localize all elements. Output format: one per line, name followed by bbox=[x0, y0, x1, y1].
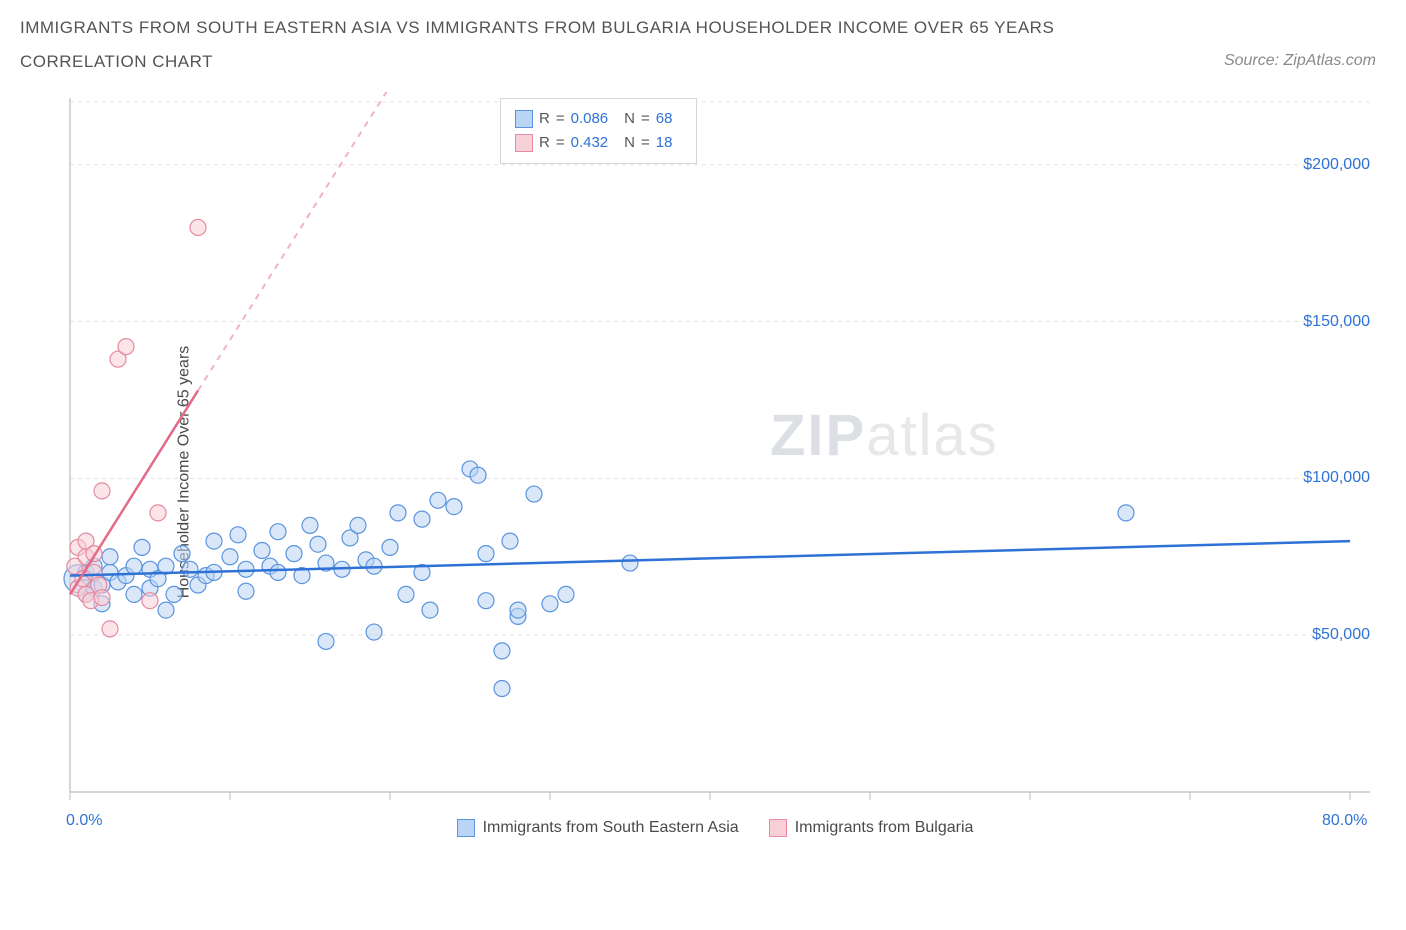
y-tick-label: $200,000 bbox=[1303, 156, 1370, 174]
n-label: N bbox=[624, 131, 635, 155]
legend-series-label: Immigrants from Bulgaria bbox=[795, 819, 974, 837]
legend-series-label: Immigrants from South Eastern Asia bbox=[483, 819, 739, 837]
legend-series-item: Immigrants from South Eastern Asia bbox=[457, 808, 739, 848]
legend-swatch bbox=[457, 819, 475, 837]
n-value: 18 bbox=[656, 131, 673, 155]
n-label: N bbox=[624, 107, 635, 131]
legend-series: Immigrants from South Eastern Asia Immigr… bbox=[50, 808, 1380, 848]
legend-stat-row: R=0.432N=18 bbox=[515, 131, 682, 155]
legend-swatch bbox=[515, 110, 533, 128]
y-tick-label: $50,000 bbox=[1312, 626, 1370, 644]
y-tick-label: $100,000 bbox=[1303, 469, 1370, 487]
source-label: Source: ZipAtlas.com bbox=[1224, 52, 1376, 70]
legend-stat-row: R=0.086N=68 bbox=[515, 107, 682, 131]
n-value: 68 bbox=[656, 107, 673, 131]
r-label: R bbox=[539, 107, 550, 131]
chart-subtitle: CORRELATION CHART bbox=[20, 52, 1054, 72]
chart-title: IMMIGRANTS FROM SOUTH EASTERN ASIA VS IM… bbox=[20, 18, 1054, 38]
y-tick-label: $150,000 bbox=[1303, 313, 1370, 331]
legend-stats: R=0.086N=68R=0.432N=18 bbox=[500, 98, 697, 164]
plot-area: Householder Income Over 65 years ZIPatla… bbox=[50, 92, 1380, 852]
legend-series-item: Immigrants from Bulgaria bbox=[769, 808, 974, 848]
legend-swatch bbox=[515, 134, 533, 152]
r-value: 0.432 bbox=[571, 131, 609, 155]
r-label: R bbox=[539, 131, 550, 155]
r-value: 0.086 bbox=[571, 107, 609, 131]
chart-svg bbox=[50, 92, 1380, 852]
legend-swatch bbox=[769, 819, 787, 837]
